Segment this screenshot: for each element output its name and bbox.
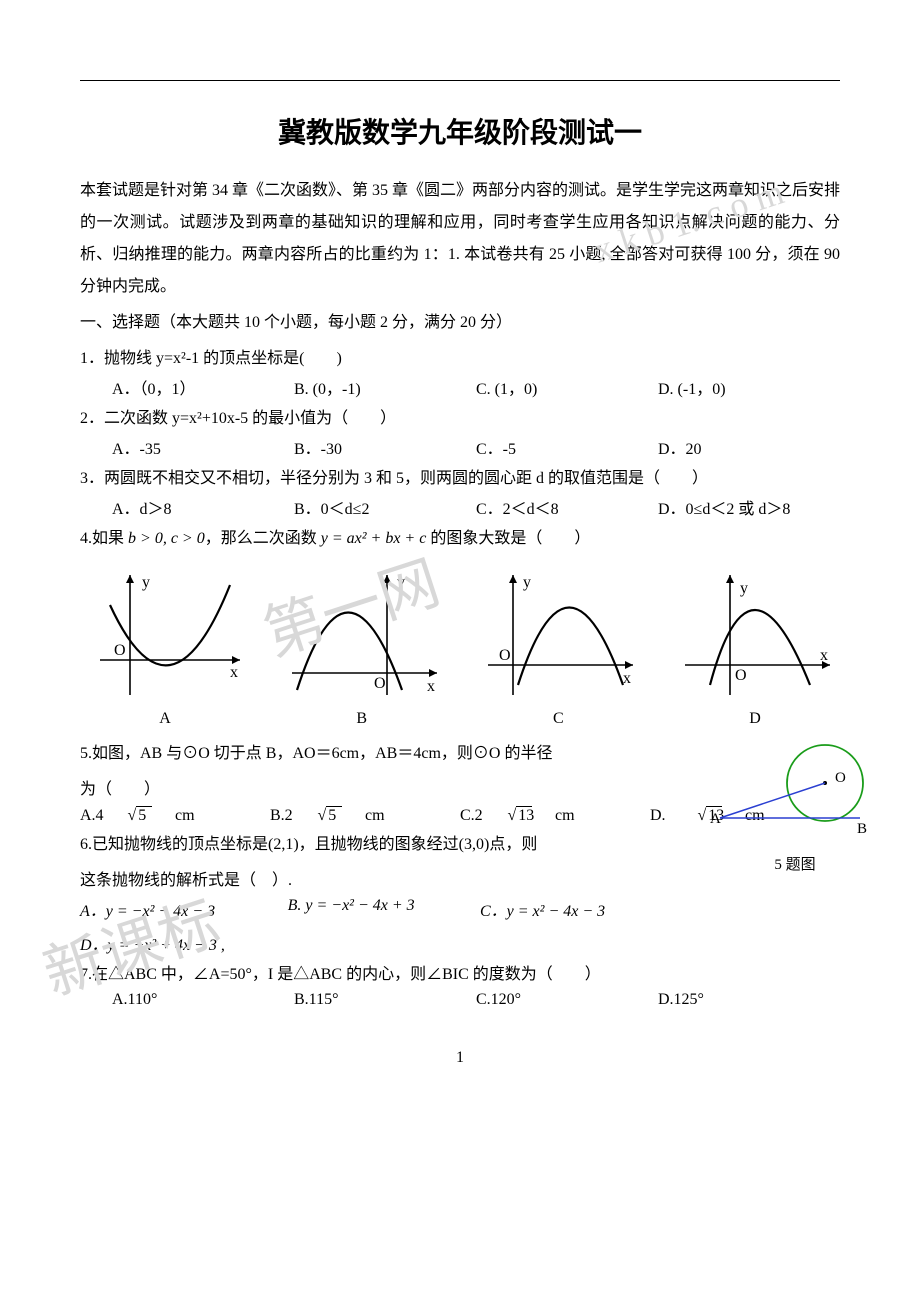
axis-x-label: x (623, 670, 631, 687)
axis-y-label: y (740, 580, 748, 597)
axis-origin: O (735, 667, 747, 684)
q6-opt-c: C．y = x² − 4x − 3 (480, 897, 662, 921)
q7-opt-a: A.110° (112, 991, 294, 1009)
q6-opt-d: D．y = −x² + 4x − 3 , (80, 931, 262, 955)
q2-stem: 2．二次函数 y=x²+10x-5 的最小值为（ ） (80, 403, 840, 435)
axis-y-label: y (397, 574, 405, 591)
q4-condition: b > 0, c > 0 (128, 530, 205, 547)
q6-options: A．y = −x² − 4x − 3 B. y = −x² − 4x + 3 C… (80, 897, 840, 955)
q4-label-c: C (473, 710, 643, 728)
intro-paragraph: 本套试题是针对第 34 章《二次函数》、第 35 章《圆二》两部分内容的测试。是… (80, 175, 840, 303)
q3-opt-d: D．0≤d＜2 或 d＞8 (658, 495, 840, 519)
q6-opt-b: B. y = −x² − 4x + 3 (288, 897, 470, 921)
q6-opt-a: A．y = −x² − 4x − 3 (80, 897, 278, 921)
q5-figure: O A B 5 题图 (710, 738, 880, 874)
q4-label-b: B (277, 710, 447, 728)
axis-x-label: x (427, 678, 435, 695)
axis-origin: O (114, 642, 126, 659)
axis-x-label: x (820, 647, 828, 664)
axis-origin: O (499, 647, 511, 664)
q4-graphs: y x O A y x O B (80, 565, 840, 728)
q4-graph-c-svg: y x O (473, 565, 643, 705)
q4-stem: 4.如果 b > 0, c > 0，那么二次函数 y = ax² + bx + … (80, 523, 840, 555)
q3-opt-c: C．2＜d＜8 (476, 495, 658, 519)
q4-graph-b-svg: y x O (277, 565, 447, 705)
q4-graph-a: y x O A (80, 565, 250, 728)
point-o-label: O (835, 770, 846, 786)
q4-graph-a-svg: y x O (80, 565, 250, 705)
axis-y-label: y (142, 574, 150, 591)
q4-equation: y = ax² + bx + c (321, 530, 427, 547)
section-1-heading: 一、选择题（本大题共 10 个小题，每小题 2 分，满分 20 分） (80, 307, 840, 339)
axis-y-label: y (523, 574, 531, 591)
top-rule (80, 80, 840, 81)
q1-options: A．（0，1） B. (0，-1) C. (1，0) D. (-1，0) (80, 375, 840, 399)
q2-opt-b: B．-30 (294, 435, 476, 459)
q5-opt-a: A.4√5 cm (80, 806, 270, 825)
q1-opt-b: B. (0，-1) (294, 375, 476, 399)
q7-options: A.110° B.115° C.120° D.125° (80, 991, 840, 1009)
page-title: 冀教版数学九年级阶段测试一 (80, 111, 840, 151)
q1-opt-d: D. (-1，0) (658, 375, 840, 399)
axis-origin: O (374, 675, 386, 692)
q4-stem-before: 4.如果 (80, 530, 128, 547)
q3-stem: 3．两圆既不相交又不相切，半径分别为 3 和 5，则两圆的圆心距 d 的取值范围… (80, 463, 840, 495)
q4-label-a: A (80, 710, 250, 728)
axis-x-label: x (230, 664, 238, 681)
q4-graph-d: y x O D (670, 565, 840, 728)
q2-options: A．-35 B．-30 C．-5 D．20 (80, 435, 840, 459)
q4-graph-d-svg: y x O (670, 565, 840, 705)
q4-graph-c: y x O C (473, 565, 643, 728)
q4-label-d: D (670, 710, 840, 728)
q5-figure-caption: 5 题图 (710, 853, 880, 874)
q3-opt-b: B．0＜d≤2 (294, 495, 476, 519)
q7-opt-b: B.115° (294, 991, 476, 1009)
q2-opt-c: C．-5 (476, 435, 658, 459)
q4-stem-mid: ，那么二次函数 (205, 530, 321, 547)
q1-opt-a: A．（0，1） (112, 375, 294, 399)
page-number: 1 (80, 1049, 840, 1067)
point-a-label: A (710, 811, 721, 827)
q2-opt-a: A．-35 (112, 435, 294, 459)
q4-stem-after: 的图象大致是（ ） (426, 530, 590, 547)
q1-stem: 1．抛物线 y=x²-1 的顶点坐标是( ) (80, 343, 840, 375)
q4-graph-b: y x O B (277, 565, 447, 728)
q5-opt-b: B.2√5 cm (270, 806, 460, 825)
q2-opt-d: D．20 (658, 435, 840, 459)
q3-opt-a: A．d＞8 (112, 495, 294, 519)
q7-opt-c: C.120° (476, 991, 658, 1009)
q3-options: A．d＞8 B．0＜d≤2 C．2＜d＜8 D．0≤d＜2 或 d＞8 (80, 495, 840, 519)
q7-opt-d: D.125° (658, 991, 840, 1009)
q1-opt-c: C. (1，0) (476, 375, 658, 399)
q7-stem: 7.在△ABC 中，∠A=50°，I 是△ABC 的内心，则∠BIC 的度数为（… (80, 959, 840, 991)
q5-opt-c: C.2√13 cm (460, 806, 650, 825)
point-b-label: B (857, 821, 867, 837)
